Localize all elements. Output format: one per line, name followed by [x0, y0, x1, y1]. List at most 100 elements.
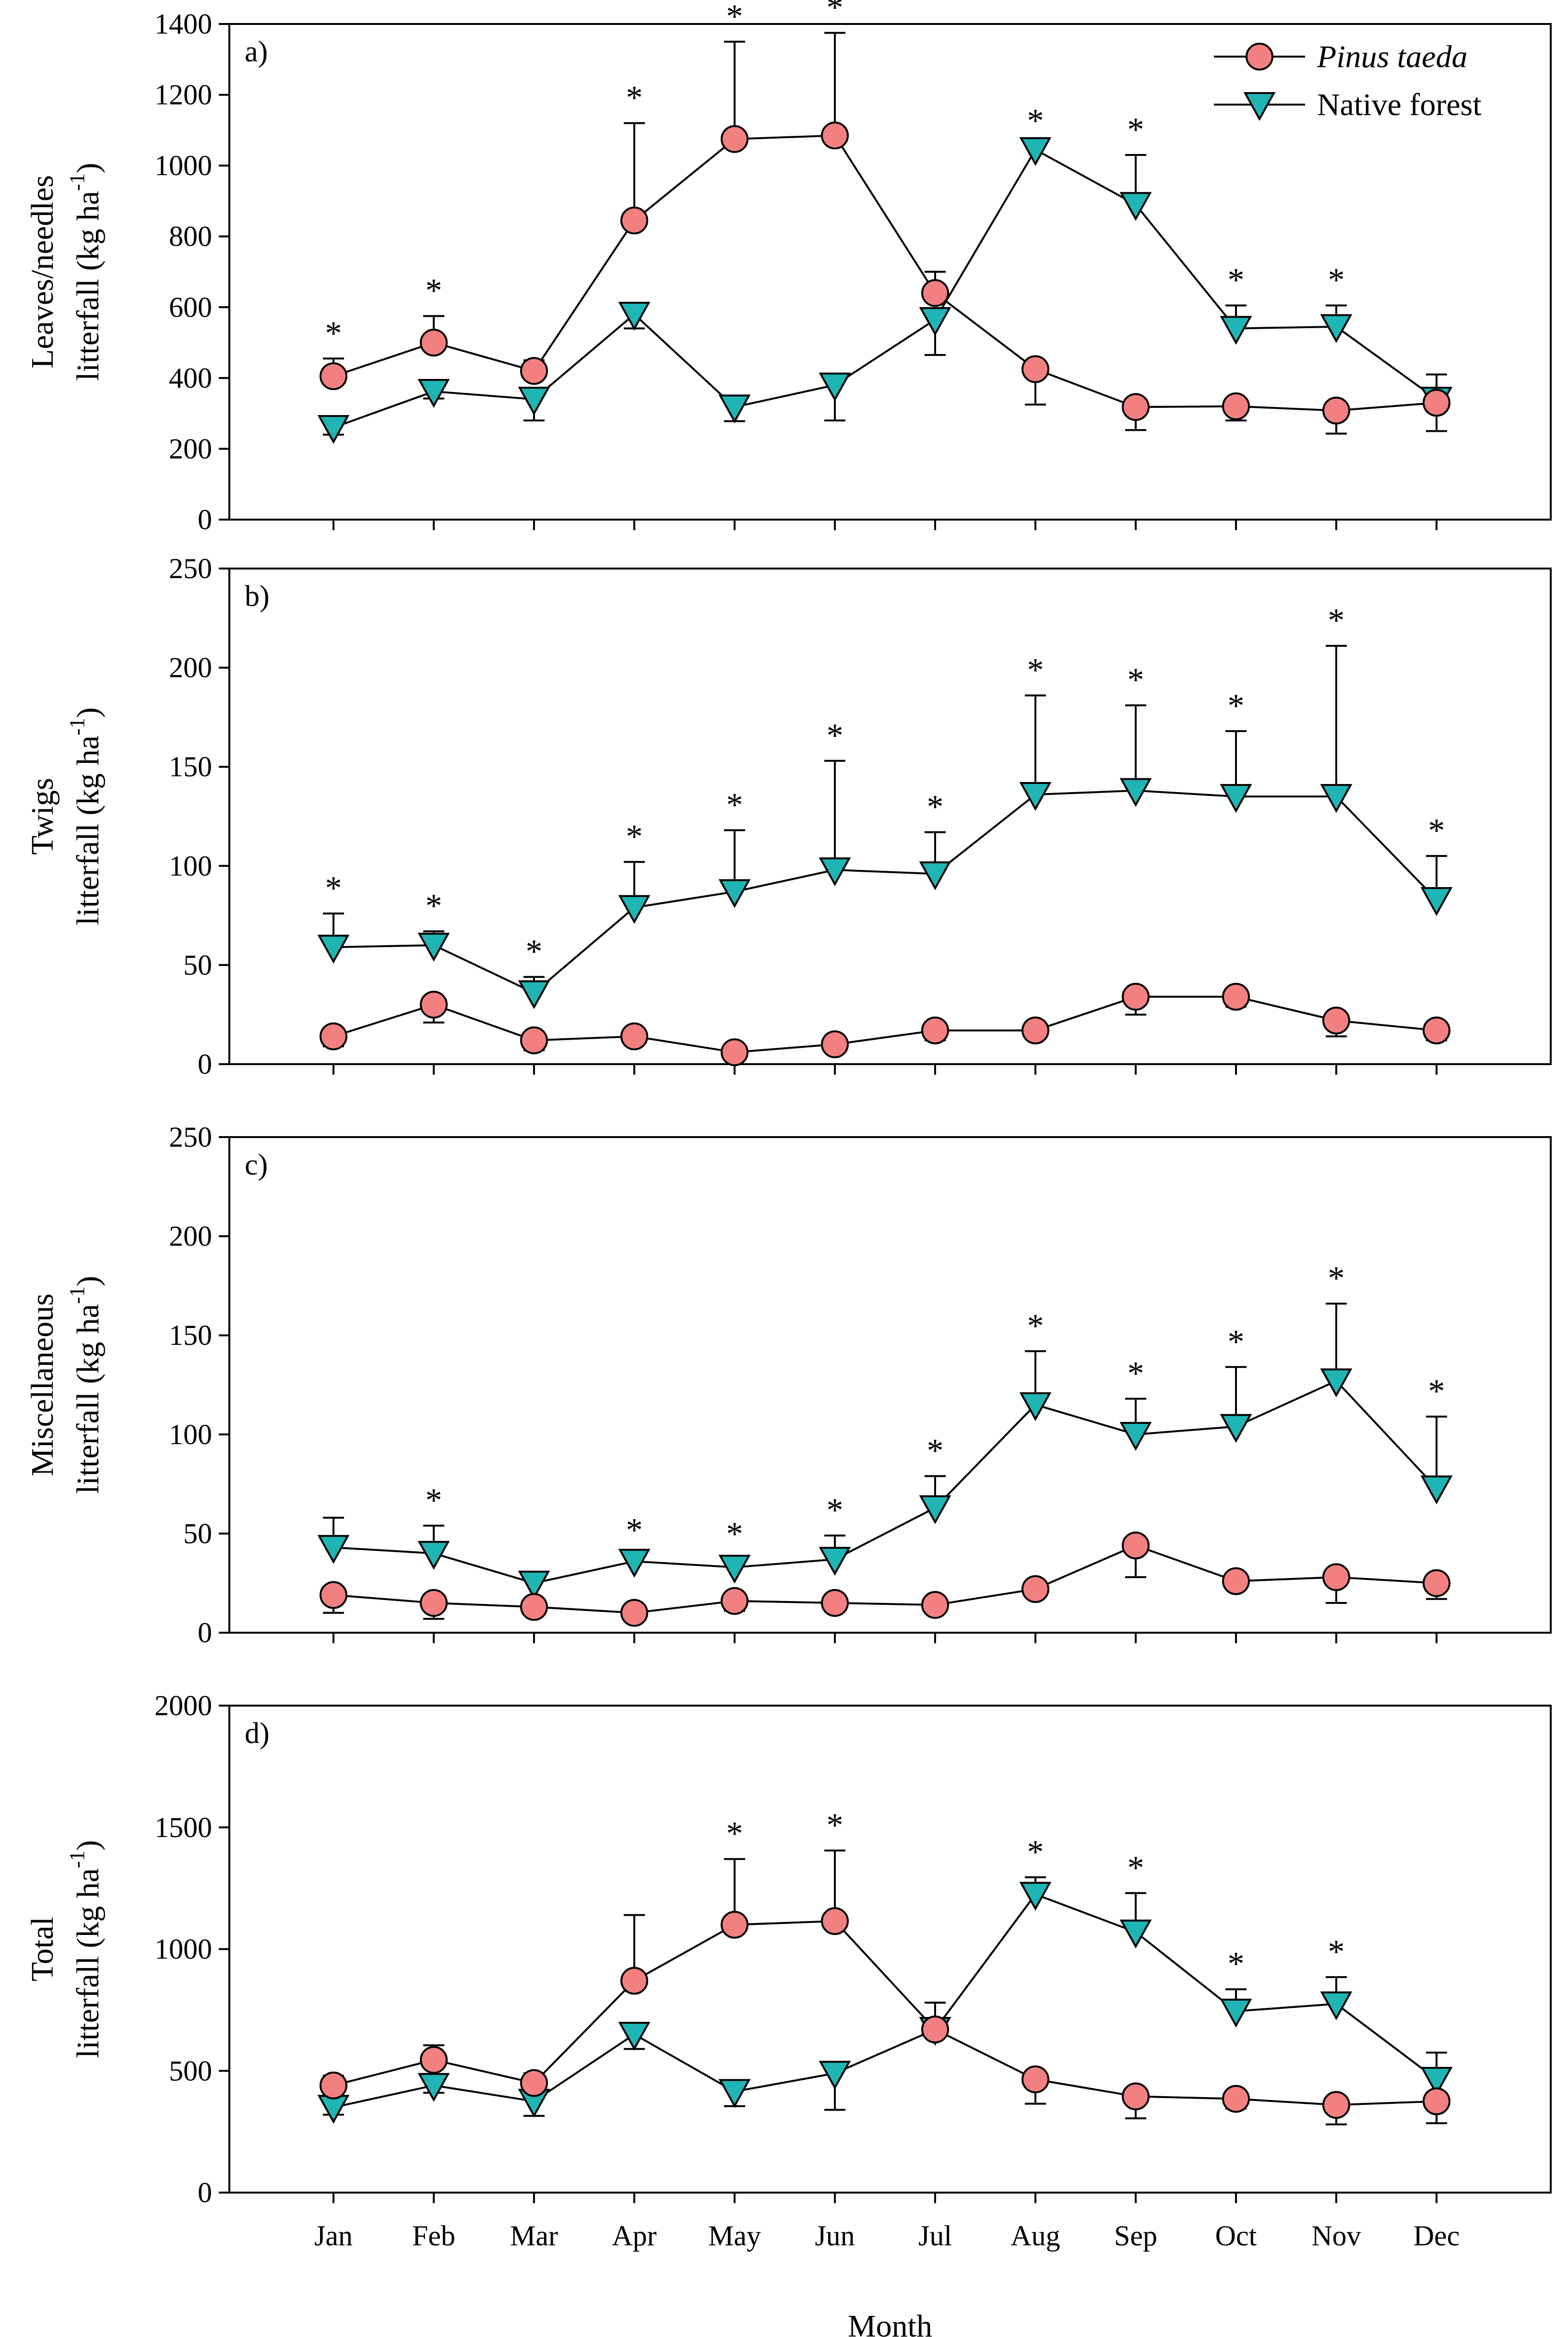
native-forest-point — [417, 379, 450, 408]
y-axis-label-superscript: -1 — [65, 173, 89, 191]
significance-star: * — [1027, 1307, 1044, 1344]
y-tick-label: 100 — [169, 1419, 212, 1450]
y-tick-label: 50 — [183, 949, 212, 981]
native-forest-point — [317, 415, 350, 444]
pinus-taeda-point — [1322, 1007, 1350, 1035]
pinus-taeda-point — [921, 2015, 949, 2043]
legend-label-native: Native forest — [1317, 87, 1482, 122]
y-tick-label: 1000 — [154, 150, 212, 181]
native-forest-point — [317, 935, 350, 964]
y-tick-label: 2000 — [154, 1690, 212, 1721]
significance-star: * — [827, 717, 843, 754]
pinus-taeda-point — [620, 206, 648, 235]
y-tick-label: 50 — [183, 1518, 212, 1549]
y-tick-label: 0 — [198, 504, 212, 535]
x-tick-label: Feb — [412, 2220, 455, 2252]
native-forest-point — [1220, 784, 1252, 813]
y-axis-label-line1: Total — [25, 1917, 60, 1981]
pinus-taeda-point — [1022, 1016, 1049, 1044]
native-forest-point — [618, 1549, 651, 1578]
significance-star: * — [626, 80, 643, 117]
pinus-taeda-point — [420, 991, 448, 1019]
significance-star: * — [1027, 103, 1044, 140]
series-line-pinus-taeda — [333, 134, 1437, 412]
pinus-taeda-point — [721, 1038, 748, 1067]
legend-marker-pinus — [1246, 43, 1273, 71]
significance-star: * — [1027, 1834, 1044, 1871]
pinus-taeda-point — [1423, 1569, 1450, 1597]
pinus-taeda-point — [320, 2071, 347, 2100]
native-forest-point — [1320, 784, 1353, 813]
native-forest-point — [919, 861, 951, 890]
native-forest-point — [1119, 778, 1152, 807]
native-forest-point — [718, 879, 751, 908]
series-line-native-forest — [333, 789, 1437, 994]
significance-star: * — [726, 1516, 743, 1553]
native-forest-point — [819, 372, 851, 402]
y-axis-label-close: ) — [71, 1840, 106, 1851]
significance-star: * — [1128, 662, 1144, 699]
pinus-taeda-point — [1122, 2082, 1150, 2111]
y-axis-label-line1: Twigs — [25, 778, 60, 854]
pinus-taeda-point — [420, 2046, 448, 2074]
y-tick-label: 800 — [169, 221, 212, 252]
pinus-taeda-point — [821, 1907, 849, 1935]
significance-star: * — [827, 1807, 843, 1844]
significance-star: * — [1328, 602, 1345, 639]
pinus-taeda-point — [921, 1591, 949, 1619]
plot-frame — [228, 568, 1552, 1065]
y-tick-label: 200 — [169, 652, 212, 684]
significance-star: * — [626, 1512, 643, 1549]
native-forest-point — [1019, 137, 1052, 166]
pinus-taeda-point — [1222, 983, 1250, 1011]
native-forest-point — [1420, 2067, 1453, 2096]
y-tick-label: 0 — [198, 1617, 212, 1649]
x-tick-label: Mar — [510, 2220, 558, 2252]
pinus-taeda-point — [1322, 2091, 1350, 2119]
series-line-native-forest — [333, 148, 1437, 429]
pinus-taeda-point — [1022, 355, 1049, 383]
y-axis-label-unit: litterfall (kg ha — [71, 736, 106, 925]
significance-star: * — [1027, 652, 1044, 688]
native-forest-point — [1119, 192, 1152, 221]
native-forest-point — [417, 1541, 450, 1570]
native-forest-point — [718, 1554, 751, 1584]
pinus-taeda-point — [921, 279, 949, 307]
legend-label-pinus: Pinus taeda — [1317, 39, 1467, 74]
native-forest-point — [618, 895, 651, 924]
native-forest-point — [1320, 314, 1353, 343]
y-axis-label-line2: litterfall (kg ha-1) — [65, 1840, 106, 2058]
pinus-taeda-point — [921, 1016, 949, 1044]
y-tick-label: 250 — [169, 553, 212, 584]
series-line-native-forest — [333, 1379, 1437, 1584]
y-axis-label-line2: litterfall (kg ha-1) — [65, 163, 106, 380]
y-tick-label: 0 — [198, 1048, 212, 1080]
native-forest-point — [1119, 1422, 1152, 1451]
pinus-taeda-point — [620, 1599, 648, 1627]
pinus-taeda-point — [1322, 396, 1350, 425]
series-line-native-forest — [333, 1893, 1437, 2109]
y-axis-label-line1: Leaves/needles — [25, 175, 60, 368]
native-forest-point — [1220, 1414, 1252, 1443]
pinus-taeda-point — [721, 1587, 748, 1615]
pinus-taeda-point — [620, 1967, 648, 1995]
x-tick-label: May — [708, 2220, 761, 2252]
y-axis-label-superscript: -1 — [65, 1286, 89, 1304]
significance-star: * — [426, 1482, 442, 1519]
significance-star: * — [426, 888, 442, 925]
x-axis-label: Month — [848, 2309, 932, 2337]
y-axis-label-superscript: -1 — [65, 718, 89, 736]
y-axis-label-unit: litterfall (kg ha — [71, 1868, 106, 2058]
native-forest-point — [317, 1535, 350, 1564]
significance-star: * — [1428, 1373, 1445, 1410]
significance-star: * — [626, 819, 643, 855]
native-forest-point — [618, 302, 651, 331]
pinus-taeda-point — [821, 1589, 849, 1617]
pinus-taeda-point — [420, 329, 448, 357]
x-tick-label: Jul — [918, 2220, 952, 2252]
y-axis-label-unit: litterfall (kg ha — [71, 191, 106, 381]
pinus-taeda-point — [1022, 1575, 1049, 1603]
significance-star: * — [927, 1433, 944, 1470]
